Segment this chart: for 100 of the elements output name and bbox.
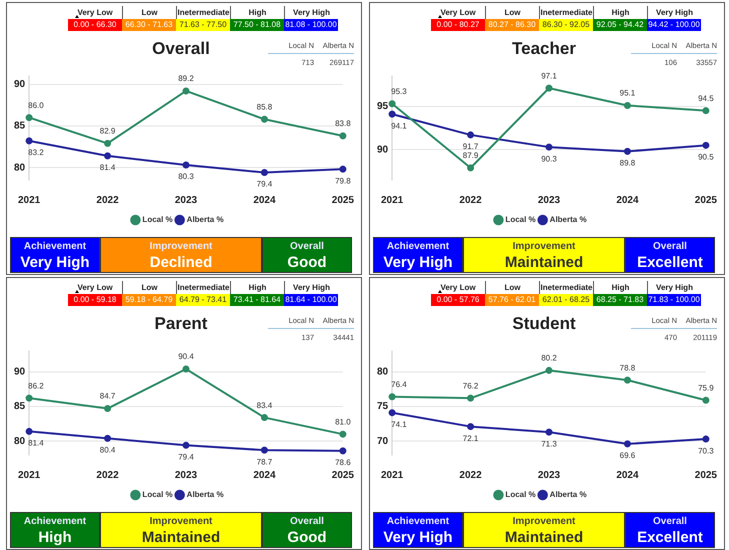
point (104, 434, 112, 442)
data-label: 97.1 (541, 71, 558, 80)
category-label: Very High (284, 281, 338, 294)
point (26, 114, 33, 122)
category-label: Improvement (148, 516, 214, 527)
data-label: 86.0 (28, 100, 44, 110)
data-label: 80.4 (100, 446, 116, 455)
text: 80.27 - 86.30 (485, 19, 539, 31)
legend-label: Alberta % (186, 490, 224, 500)
text: Good (286, 254, 328, 271)
x-tick-label: 2024 (253, 194, 276, 206)
y-tick-label: 90 (377, 144, 389, 156)
category-label: Very Low (439, 282, 477, 294)
x-tick-label: 2021 (18, 194, 41, 206)
category-label: High (230, 281, 284, 294)
x-tick-label: 2022 (96, 470, 120, 481)
text: Maintained (504, 529, 584, 546)
x-tick-label: 2021 (18, 470, 41, 481)
y-tick-label: 80 (14, 162, 26, 174)
data-label: 94.5 (698, 94, 714, 103)
category-label: Low (485, 281, 539, 294)
chart-title: Student (511, 314, 577, 334)
text: 64.79 - 73.41 (176, 294, 230, 306)
legend-label: Alberta % (186, 215, 224, 224)
legend-label: Local % (142, 215, 173, 224)
point (104, 152, 112, 160)
point (260, 169, 268, 176)
data-label: 91.7 (462, 142, 479, 152)
chart-title: Parent (154, 314, 208, 334)
point (702, 436, 710, 443)
data-label: 72.1 (462, 434, 479, 443)
data-label: 85.8 (256, 102, 273, 112)
text: Very High (382, 529, 454, 546)
point (624, 102, 631, 109)
category-label: Very High (647, 281, 701, 294)
x-tick-label: 2023 (538, 470, 561, 481)
chart-title: Teacher (511, 39, 577, 59)
point (467, 394, 474, 402)
point (388, 110, 396, 118)
data-label: 89.8 (620, 158, 636, 168)
data-label: 90.5 (698, 152, 714, 162)
data-label: 89.2 (178, 74, 194, 84)
point (104, 405, 112, 412)
text: 62.01 - 68.25 (539, 294, 593, 306)
point (702, 107, 710, 114)
data-label: 81.4 (28, 438, 44, 448)
category-label: Low (122, 281, 176, 294)
data-label: 94.1 (391, 121, 408, 130)
category-label: Overall (289, 241, 325, 252)
data-label: 81.4 (100, 163, 116, 172)
category-label: High (593, 6, 647, 19)
x-tick-label: 2024 (616, 470, 639, 481)
data-label: 78.8 (620, 363, 636, 372)
x-tick-label: 2024 (616, 194, 639, 206)
point (260, 116, 268, 123)
category-label: High (230, 6, 284, 19)
x-tick-label: 2021 (381, 470, 404, 481)
category-label: Very High (284, 6, 338, 19)
y-tick-label: 75 (377, 401, 389, 412)
point (182, 162, 190, 169)
point (339, 447, 346, 454)
data-label: 90.3 (541, 154, 558, 164)
point (702, 396, 710, 404)
text: 59.18 - 64.79 (122, 294, 176, 306)
x-tick-label: 2022 (96, 194, 120, 206)
point (388, 100, 396, 108)
data-label: 80.3 (178, 172, 194, 182)
data-label: 79.8 (335, 176, 352, 186)
text: 0.00 - 59.18 (68, 294, 122, 306)
point (624, 440, 631, 448)
point (546, 366, 552, 374)
y-tick-label: 80 (377, 366, 389, 378)
text: 86.30 - 92.05 (539, 19, 593, 31)
point (339, 132, 346, 140)
category-label: Improvement (512, 516, 576, 527)
category-label: Overall (652, 516, 688, 527)
point (26, 394, 33, 402)
text: Very High (19, 254, 91, 271)
y-tick-label: 80 (14, 436, 26, 447)
category-label: Very High (647, 6, 701, 19)
category-label: Low (122, 6, 176, 19)
category-label: Achievement (386, 241, 450, 252)
point (388, 409, 396, 416)
text: 57.76 - 62.01 (485, 294, 539, 306)
x-tick-label: 2025 (694, 470, 718, 481)
x-tick-label: 2025 (332, 194, 354, 206)
text: 71.63 - 77.50 (176, 19, 230, 31)
text: 0.00 - 80.27 (431, 19, 485, 31)
y-tick-label: 95 (377, 101, 389, 112)
point (339, 430, 346, 438)
data-label: 74.1 (391, 420, 408, 429)
data-label: 78.7 (256, 457, 273, 466)
y-tick-label: 85 (14, 401, 26, 412)
point (26, 428, 33, 435)
text: High (37, 529, 73, 546)
point (546, 144, 552, 151)
text: 0.00 - 66.30 (68, 19, 122, 31)
x-tick-label: 2023 (174, 194, 198, 206)
legend-label: Alberta % (550, 490, 587, 500)
text: 71.83 - 100.00 (647, 294, 701, 306)
